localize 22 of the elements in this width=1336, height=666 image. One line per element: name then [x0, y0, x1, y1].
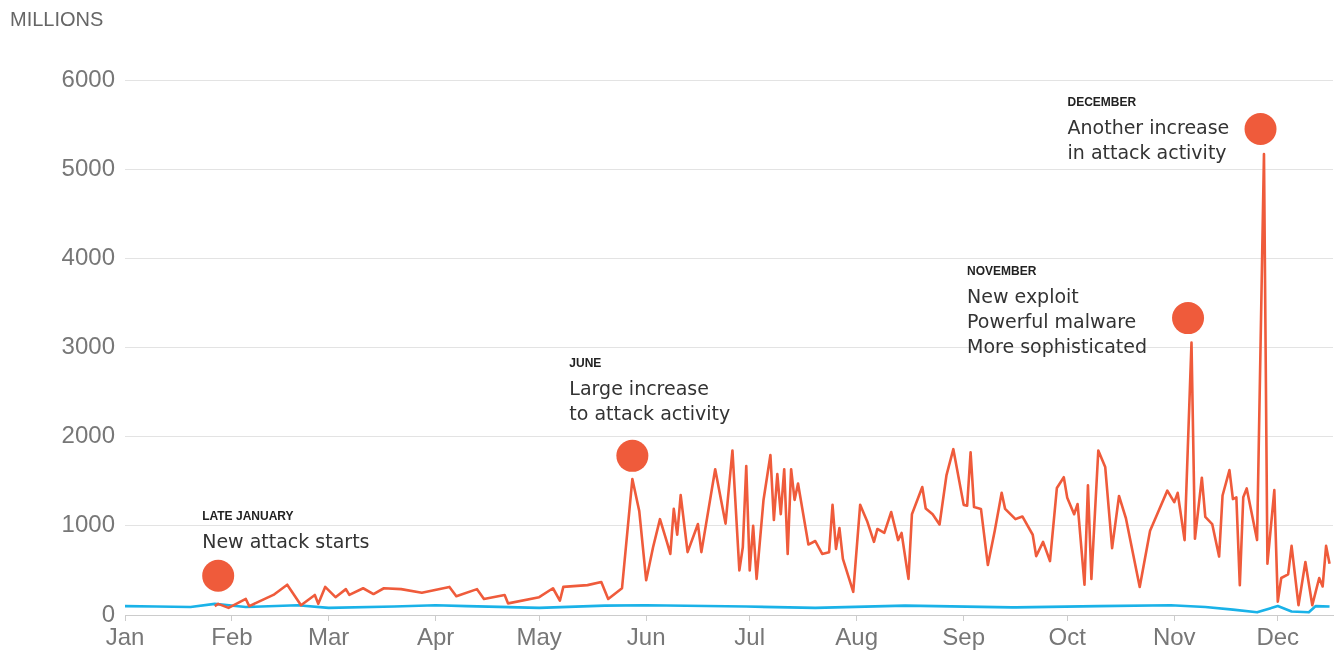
x-tick-label: Jun — [626, 623, 666, 651]
annotation: LATE JANUARY New attack starts — [202, 508, 370, 552]
x-tick-label: Mar — [307, 623, 350, 651]
x-tick-label: Oct — [1048, 623, 1087, 651]
annotation: NOVEMBER New exploit Powerful malware More sophisticated — [967, 264, 1148, 358]
x-tick-label: May — [516, 623, 562, 651]
y-tick-label: 6000 — [61, 64, 115, 92]
y-tick-label: 5000 — [61, 153, 115, 181]
annotation: DECEMBER Another increase in attack activity — [1067, 95, 1230, 164]
x-tick-label: Dec — [1256, 623, 1300, 651]
x-tick-label: Apr — [416, 623, 455, 651]
y-axis-title: MILLIONS — [10, 7, 104, 30]
y-tick-label: 4000 — [61, 242, 115, 270]
annotation: JUNE Large increase to attack activity — [569, 355, 731, 424]
y-tick-label: 1000 — [61, 510, 115, 538]
x-tick-label: Sep — [942, 623, 986, 651]
y-tick-label: 2000 — [61, 421, 115, 449]
x-tick-label: Nov — [1152, 623, 1196, 651]
x-tick-label: Jul — [734, 623, 766, 651]
y-tick-label: 3000 — [61, 332, 115, 360]
x-tick-label: Aug — [835, 623, 879, 651]
x-tick-label: Feb — [211, 623, 253, 651]
